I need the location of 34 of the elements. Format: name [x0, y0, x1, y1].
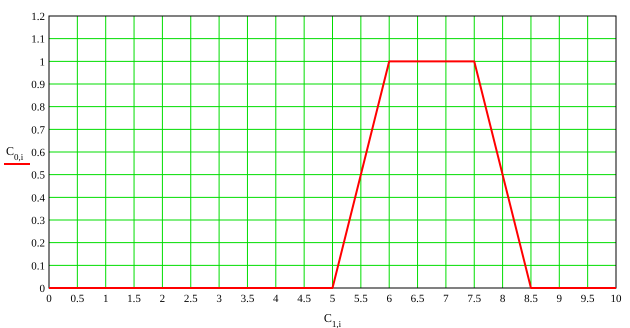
x-tick-label: 8 — [500, 293, 506, 305]
x-tick-label: 1 — [102, 293, 108, 305]
x-tick-label: 3 — [216, 293, 222, 305]
x-tick-label: 2.5 — [184, 293, 198, 305]
x-tick-label: 4.5 — [297, 293, 312, 305]
y-tick-label: 0.2 — [31, 238, 45, 250]
text: C$_{0,i}$ — [6, 144, 24, 162]
y-tick-label: 0.4 — [31, 192, 46, 204]
y-tick-label: 0 — [40, 283, 46, 295]
y-tick-label: 0.5 — [31, 170, 46, 182]
x-tick-label: 6 — [386, 293, 392, 305]
y-tick-label: 0.1 — [31, 260, 45, 272]
x-tick-label: 5 — [330, 293, 336, 305]
y-tick-label: 0.7 — [31, 124, 46, 136]
x-tick-label: 9.5 — [580, 293, 596, 305]
y-tick-label: 0.3 — [31, 215, 46, 227]
x-tick-label: 4 — [273, 293, 280, 305]
x-tick-label: 0.5 — [70, 293, 85, 305]
x-tick-label: 1.5 — [127, 293, 142, 305]
x-tick-label: 3.5 — [240, 293, 255, 305]
y-tick-label: 1.2 — [31, 11, 45, 23]
x-tick-label: 8.5 — [524, 293, 538, 305]
y-tick-label: 0.8 — [31, 102, 46, 114]
x-tick-label: 2 — [160, 293, 166, 305]
x-tick-label: 7 — [443, 293, 450, 305]
y-tick-label: 1.1 — [31, 34, 45, 46]
y-tick-label: 0.9 — [31, 79, 46, 91]
x-tick-label: 10 — [610, 293, 622, 305]
x-tick-label: 9 — [556, 293, 563, 305]
y-tick-label: 1 — [40, 56, 45, 68]
x-tick-label: 6.5 — [410, 293, 425, 305]
x-tick-label: 7.5 — [467, 293, 482, 305]
x-tick-label: 5.5 — [354, 293, 368, 305]
y-tick-label: 0.6 — [31, 147, 46, 159]
